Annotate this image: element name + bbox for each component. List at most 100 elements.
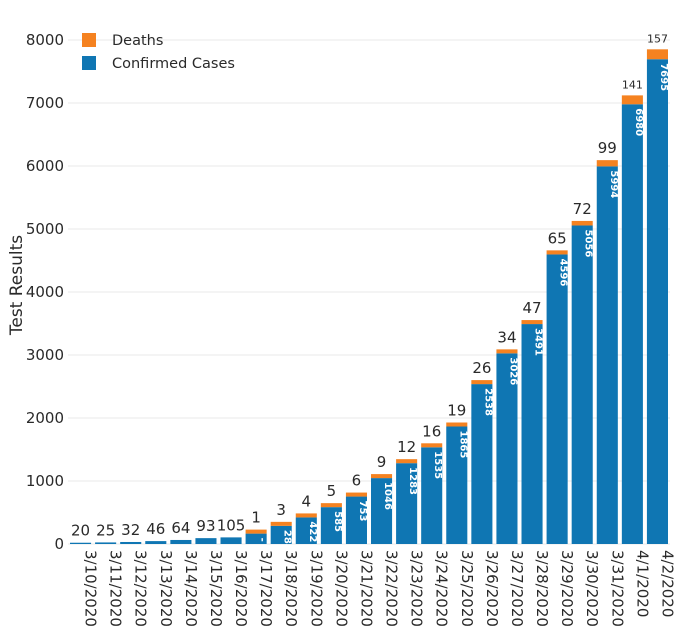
bar-top-label: 32 (121, 521, 140, 539)
x-tick-label: 3/19/2020 (307, 550, 325, 627)
confirmed-cases-label: 1046 (382, 482, 393, 510)
confirmed-cases-bar[interactable] (145, 541, 167, 544)
deaths-label: 19 (447, 402, 466, 420)
deaths-label: 26 (472, 359, 491, 377)
x-tick-label: 3/28/2020 (533, 550, 551, 627)
bar-top-label: 93 (196, 517, 215, 535)
deaths-label: 141 (622, 78, 643, 91)
confirmed-cases-bar[interactable] (496, 353, 518, 544)
deaths-bar[interactable] (396, 459, 418, 464)
confirmed-cases-bar[interactable] (646, 59, 668, 545)
confirmed-cases-label: 5056 (583, 229, 594, 257)
confirmed-cases-label: 4596 (558, 258, 569, 286)
confirmed-cases-label: 7695 (658, 63, 669, 91)
deaths-bar[interactable] (621, 95, 643, 105)
deaths-label: 47 (522, 299, 541, 317)
legend[interactable]: Deaths Confirmed Cases (82, 33, 235, 72)
confirmed-cases-label: 1535 (432, 451, 443, 479)
confirmed-cases-bar[interactable] (396, 463, 418, 544)
y-tick-label: 3000 (26, 346, 64, 364)
y-tick-label: 8000 (26, 31, 64, 49)
confirmed-cases-bar[interactable] (446, 426, 468, 544)
gridlines (68, 39, 670, 545)
confirmed-cases-bar[interactable] (220, 537, 242, 544)
deaths-bar[interactable] (446, 422, 468, 427)
y-tick-label: 6000 (26, 157, 64, 175)
confirmed-cases-label: 753 (357, 501, 368, 522)
deaths-label: 1 (251, 509, 261, 527)
confirmed-cases-bar[interactable] (471, 384, 493, 544)
y-tick-label: 1000 (26, 472, 64, 490)
bar-top-label: 105 (217, 516, 246, 534)
x-tick-label: 3/17/2020 (257, 550, 275, 627)
confirmed-cases-bar[interactable] (421, 447, 443, 544)
confirmed-cases-bar[interactable] (521, 324, 543, 544)
deaths-bar[interactable] (295, 513, 317, 518)
x-tick-label: 3/12/2020 (132, 550, 150, 627)
deaths-label: 16 (422, 422, 441, 440)
confirmed-cases-bar[interactable] (546, 254, 568, 544)
x-tick-label: 3/20/2020 (332, 550, 350, 627)
bar-top-label: 46 (146, 520, 165, 538)
deaths-bar[interactable] (546, 250, 568, 255)
deaths-label: 34 (497, 328, 516, 346)
confirmed-cases-bar[interactable] (596, 166, 618, 545)
confirmed-cases-label: 1865 (457, 431, 468, 459)
confirmed-cases-bar[interactable] (345, 496, 367, 544)
confirmed-cases-bar[interactable] (245, 533, 267, 544)
deaths-bar[interactable] (496, 349, 518, 354)
legend-item-confirmed-cases[interactable]: Confirmed Cases (82, 56, 235, 72)
axes: 0 1000 2000 3000 4000 5000 6000 7000 8000 3/10/20… (26, 31, 677, 627)
confirmed-cases-bar[interactable] (320, 507, 342, 544)
deaths-bar[interactable] (646, 49, 668, 60)
x-tick-label: 3/16/2020 (232, 550, 250, 627)
x-tick-label: 3/30/2020 (583, 550, 601, 627)
confirmed-cases-label: 585 (332, 511, 343, 532)
x-tick-label: 3/14/2020 (182, 550, 200, 627)
legend-item-deaths[interactable]: Deaths (82, 33, 163, 49)
deaths-bar[interactable] (421, 443, 443, 448)
confirmed-cases-bar[interactable] (295, 517, 317, 544)
confirmed-cases-bar[interactable] (371, 478, 393, 544)
deaths-label: 3 (276, 501, 286, 519)
confirmed-cases-bar[interactable] (571, 225, 593, 545)
bar-top-label: 64 (171, 519, 190, 537)
confirmed-cases-bar[interactable] (70, 542, 92, 544)
confirmed-cases-bar[interactable] (95, 542, 117, 544)
y-tick-label: 2000 (26, 409, 64, 427)
deaths-label: 6 (352, 472, 362, 490)
confirmed-cases-label: 3491 (533, 328, 544, 356)
deaths-label: 9 (377, 453, 387, 471)
confirmed-cases-bar[interactable] (195, 538, 217, 544)
y-tick-label: 5000 (26, 220, 64, 238)
confirmed-cases-bar[interactable] (170, 539, 192, 544)
deaths-bar[interactable] (596, 160, 618, 167)
deaths-bar[interactable] (270, 521, 292, 526)
x-tick-label: 3/31/2020 (608, 550, 626, 627)
deaths-label: 99 (598, 139, 617, 157)
deaths-bar[interactable] (245, 529, 267, 534)
deaths-bar[interactable] (345, 492, 367, 497)
confirmed-cases-label: 3026 (507, 357, 518, 385)
x-tick-label: 3/13/2020 (157, 550, 175, 627)
x-tick-label: 3/10/2020 (82, 550, 100, 627)
deaths-label: 65 (548, 229, 567, 247)
x-tick-label: 3/18/2020 (282, 550, 300, 627)
confirmed-cases-bar[interactable] (621, 104, 643, 544)
legend-label: Deaths (112, 33, 163, 49)
deaths-bar[interactable] (521, 320, 543, 325)
confirmed-cases-label: 5994 (608, 170, 619, 198)
confirmed-cases-label: 2538 (482, 388, 493, 416)
confirmed-cases-bar[interactable] (120, 541, 142, 544)
deaths-bar[interactable] (471, 380, 493, 385)
x-tick-label: 4/2/2020 (658, 550, 676, 617)
x-tick-label: 3/27/2020 (508, 550, 526, 627)
deaths-bar[interactable] (571, 220, 593, 226)
deaths-bar[interactable] (320, 503, 342, 508)
deaths-bar[interactable] (371, 474, 393, 479)
legend-swatch (82, 56, 96, 70)
legend-swatch (82, 33, 96, 47)
confirmed-cases-bar[interactable] (270, 525, 292, 544)
y-tick-label: 7000 (26, 94, 64, 112)
